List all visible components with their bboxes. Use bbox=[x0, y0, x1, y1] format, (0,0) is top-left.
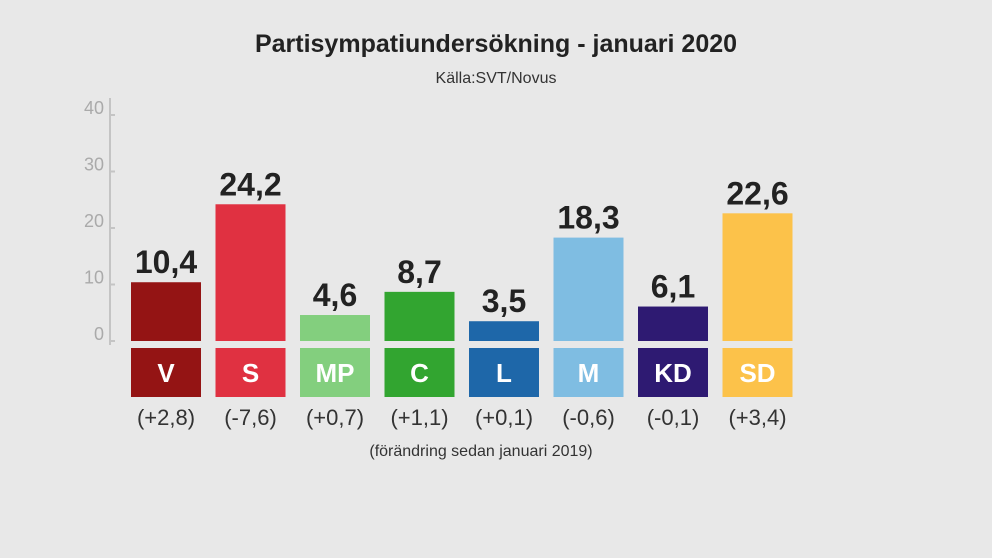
bar-sd bbox=[722, 213, 793, 341]
party-label: KD bbox=[654, 358, 692, 388]
value-label: 18,3 bbox=[557, 200, 619, 236]
change-label: (+2,8) bbox=[137, 405, 195, 430]
party-box-sd bbox=[722, 348, 793, 397]
chart-title: Partisympatiundersökning - januari 2020 bbox=[254, 30, 738, 58]
value-label: 10,4 bbox=[135, 244, 197, 280]
value-label: 8,7 bbox=[397, 254, 441, 290]
party-label: C bbox=[410, 358, 429, 388]
change-label: (+1,1) bbox=[390, 405, 448, 430]
bar-m bbox=[553, 237, 624, 341]
party-box-s bbox=[215, 348, 286, 397]
party-box-kd bbox=[638, 348, 708, 397]
change-label: (+0,1) bbox=[475, 405, 533, 430]
bar-l bbox=[469, 321, 539, 341]
change-label: (+3,4) bbox=[728, 405, 786, 430]
party-label: SD bbox=[739, 358, 775, 388]
y-tick-label: 30 bbox=[84, 155, 104, 175]
party-label: MP bbox=[316, 358, 355, 388]
y-tick-label: 0 bbox=[94, 324, 104, 344]
change-label: (-0,6) bbox=[562, 405, 615, 430]
bar-s bbox=[215, 204, 286, 341]
value-label: 6,1 bbox=[651, 269, 695, 305]
bar-c bbox=[384, 291, 455, 341]
change-label: (+0,7) bbox=[306, 405, 364, 430]
bar-v bbox=[131, 282, 201, 341]
party-box-c bbox=[384, 348, 455, 397]
change-label: (-7,6) bbox=[224, 405, 277, 430]
value-label: 22,6 bbox=[726, 175, 788, 211]
party-label: S bbox=[242, 358, 259, 388]
bar-mp bbox=[300, 315, 370, 341]
y-tick-label: 40 bbox=[84, 98, 104, 118]
footnote: (förändring sedan januari 2019) bbox=[369, 443, 592, 460]
value-label: 3,5 bbox=[482, 283, 526, 319]
party-box-mp bbox=[300, 348, 370, 397]
value-label: 24,2 bbox=[219, 166, 281, 202]
party-box-m bbox=[553, 348, 624, 397]
party-label: M bbox=[578, 358, 600, 388]
value-label: 4,6 bbox=[313, 277, 357, 313]
party-label: V bbox=[157, 358, 175, 388]
chart-subtitle: Källa:SVT/Novus bbox=[435, 70, 557, 87]
party-label: L bbox=[496, 358, 512, 388]
y-tick-label: 20 bbox=[84, 211, 104, 231]
party-box-l bbox=[469, 348, 539, 397]
change-label: (-0,1) bbox=[647, 405, 700, 430]
y-tick-label: 10 bbox=[84, 268, 104, 288]
bar-kd bbox=[638, 306, 708, 341]
party-box-v bbox=[131, 348, 201, 397]
